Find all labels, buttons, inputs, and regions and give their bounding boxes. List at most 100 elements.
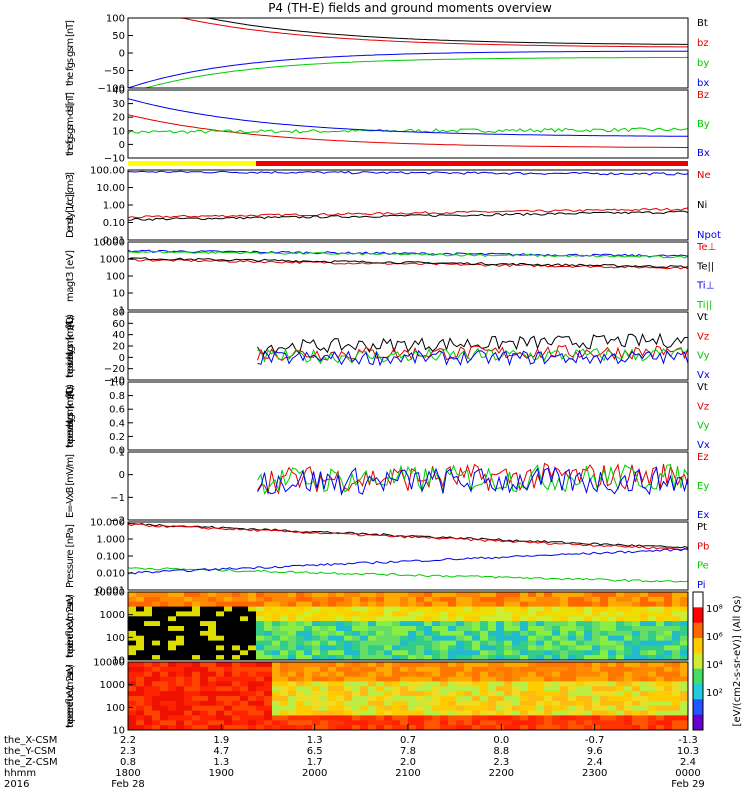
spectrogram-cell bbox=[600, 681, 609, 687]
spectrogram-cell bbox=[672, 645, 681, 651]
spectrogram-cell bbox=[256, 666, 265, 673]
spectrogram-cell bbox=[488, 616, 497, 622]
panel-frame bbox=[127, 521, 689, 591]
spectrogram-cell bbox=[432, 715, 441, 721]
ytick-label: 40 bbox=[112, 330, 125, 341]
time-row-value: 2300 bbox=[582, 768, 607, 779]
spectrogram-cell bbox=[192, 700, 201, 707]
spectrogram-cell bbox=[432, 611, 441, 617]
spectrogram-cell bbox=[168, 601, 177, 608]
spectrogram-cell bbox=[648, 696, 657, 702]
spectrogram-cell bbox=[416, 601, 425, 608]
spectrogram-cell bbox=[312, 640, 321, 646]
spectrogram-cell bbox=[480, 700, 489, 707]
spectrogram-cell bbox=[472, 696, 481, 702]
ytick-label: −40 bbox=[104, 376, 125, 387]
spectrogram-cell bbox=[360, 681, 369, 687]
spectrogram-cell bbox=[576, 686, 585, 692]
time-row-value: 2100 bbox=[395, 768, 420, 779]
spectrogram-cell bbox=[680, 621, 689, 627]
spectrogram-cell bbox=[520, 606, 529, 612]
spectrogram-cell bbox=[664, 655, 673, 661]
spectrogram-cell bbox=[232, 666, 241, 673]
spectrogram-cell bbox=[480, 666, 489, 673]
spectrogram-cell bbox=[576, 666, 585, 673]
spectrogram-cell bbox=[360, 630, 369, 637]
spectrogram-cell bbox=[200, 621, 209, 627]
spectrogram-cell bbox=[560, 720, 569, 726]
spectrogram-cell bbox=[272, 611, 281, 617]
spectrogram-cell bbox=[200, 662, 209, 668]
ytick-label: 0 bbox=[119, 470, 125, 481]
spectrogram-cell bbox=[208, 705, 217, 712]
spectrogram-cell bbox=[648, 686, 657, 692]
spectrogram-cell bbox=[264, 640, 273, 646]
legend-label: Pb bbox=[697, 541, 709, 552]
spectrogram-cell bbox=[160, 611, 169, 617]
spectrogram-cell bbox=[672, 710, 681, 716]
ytick-label: 1.00 bbox=[103, 201, 125, 212]
spectrogram-cell bbox=[368, 630, 377, 637]
spectrogram-cell bbox=[160, 666, 169, 673]
spectrogram-cell bbox=[600, 626, 609, 632]
spectrogram-cell bbox=[232, 601, 241, 608]
spectrogram-cell bbox=[544, 710, 553, 716]
spectrogram-cell bbox=[336, 650, 345, 656]
spectrogram-cell bbox=[416, 681, 425, 687]
spectrogram-cell bbox=[168, 671, 177, 678]
spectrogram-cell bbox=[440, 691, 449, 697]
panel-ylabel: the fgs gsm [nT] bbox=[65, 20, 76, 86]
spectrogram-cell bbox=[352, 655, 361, 661]
spectrogram-cell bbox=[288, 640, 297, 646]
legend-label: Bx bbox=[697, 148, 710, 159]
spectrogram-cell bbox=[272, 666, 281, 673]
spectrogram-cell bbox=[560, 650, 569, 656]
spectrogram-cell bbox=[472, 662, 481, 668]
spectrogram-cell bbox=[480, 606, 489, 612]
spectrogram-cell bbox=[528, 725, 537, 731]
spectrogram-cell bbox=[136, 696, 145, 702]
spectrogram-cell bbox=[440, 596, 449, 603]
spectrogram-cell bbox=[400, 710, 409, 716]
spectrogram-cell bbox=[600, 640, 609, 646]
spectrogram-cell bbox=[528, 681, 537, 687]
spectrogram-cell bbox=[288, 720, 297, 726]
spectrogram-cell bbox=[176, 616, 185, 622]
spectrogram-cell bbox=[344, 662, 353, 668]
spectrogram-cell bbox=[640, 696, 649, 702]
spectrogram-cell bbox=[352, 592, 361, 598]
spectrogram-cell bbox=[424, 645, 433, 651]
panel-frame bbox=[127, 17, 689, 89]
spectrogram-cell bbox=[176, 645, 185, 651]
spectrogram-cell bbox=[152, 666, 161, 673]
spectrogram-cell bbox=[664, 681, 673, 687]
spectrogram-cell bbox=[520, 691, 529, 697]
legend-label: Pt bbox=[697, 522, 707, 533]
spectrogram-cell bbox=[368, 710, 377, 716]
spectrogram-cell bbox=[664, 671, 673, 678]
spectrogram-cell bbox=[464, 696, 473, 702]
spectrogram-cell bbox=[664, 592, 673, 598]
spectrogram-cell bbox=[528, 710, 537, 716]
spectrogram-cell bbox=[480, 691, 489, 697]
spectrogram-cell bbox=[624, 611, 633, 617]
spectrogram-cell bbox=[552, 650, 561, 656]
spectrogram-cell bbox=[408, 676, 417, 682]
spectrogram-cell bbox=[552, 681, 561, 687]
spectrogram-cell bbox=[280, 715, 289, 721]
spectrogram-cell bbox=[464, 611, 473, 617]
spectrogram-cell bbox=[136, 601, 145, 608]
spectrogram-cell bbox=[448, 710, 457, 716]
spectrogram-cell bbox=[288, 650, 297, 656]
spectrogram-cell bbox=[376, 710, 385, 716]
spectrogram-cell bbox=[576, 720, 585, 726]
spectrogram-cell bbox=[336, 596, 345, 603]
spectrogram-cell bbox=[552, 720, 561, 726]
legend-label: Ex bbox=[697, 510, 709, 521]
spectrogram-cell bbox=[624, 715, 633, 721]
spectrogram-cell bbox=[168, 640, 177, 646]
spectrogram-cell bbox=[352, 635, 361, 642]
spectrogram-cell bbox=[456, 655, 465, 661]
spectrogram-cell bbox=[640, 616, 649, 622]
spectrogram-cell bbox=[448, 645, 457, 651]
